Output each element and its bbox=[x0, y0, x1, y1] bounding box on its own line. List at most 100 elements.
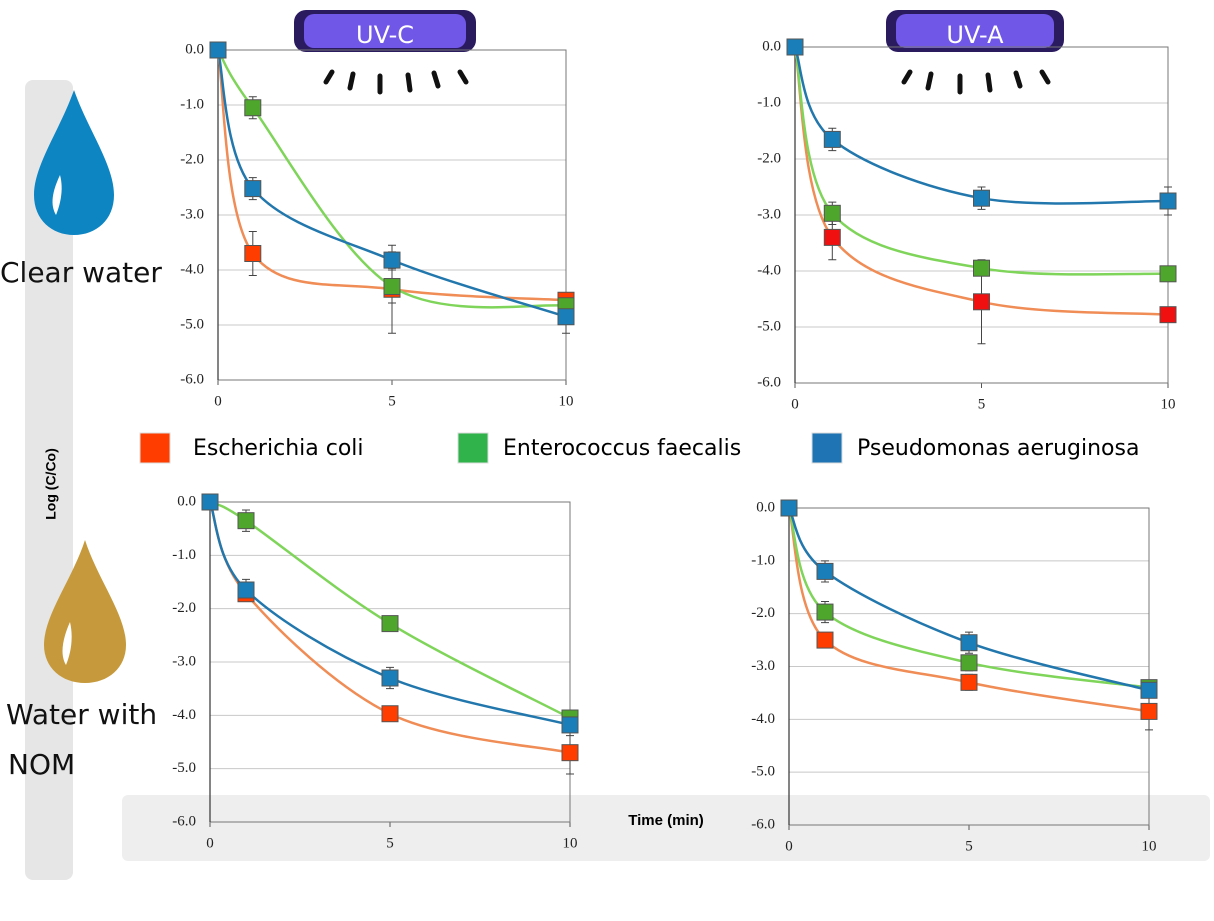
data-point bbox=[1159, 306, 1177, 324]
data-point bbox=[1140, 702, 1158, 720]
drop-highlight bbox=[62, 622, 72, 665]
x-axis-label: Time (min) bbox=[628, 812, 704, 829]
charts: 0.0 -1.0 -2.0 -3.0 -4.0 -5.0 -6.0 0 5 10 0.0 -1.0 -2… bbox=[172, 38, 1177, 854]
data-point bbox=[973, 259, 990, 277]
x-tick-label: 0 bbox=[206, 835, 214, 851]
x-tick-label: 0 bbox=[785, 838, 793, 854]
y-tick-label: -1.0 bbox=[172, 547, 196, 563]
y-tick-label: -3.0 bbox=[172, 653, 196, 669]
drop-highlight bbox=[52, 175, 62, 215]
data-point bbox=[561, 744, 579, 762]
data-point bbox=[1159, 265, 1177, 283]
data-point bbox=[823, 130, 841, 148]
data-point bbox=[1159, 192, 1177, 210]
y-axis-label: Log (C/Co) bbox=[43, 448, 59, 520]
y-tick-label: -5.0 bbox=[172, 760, 196, 776]
y-tick-label: -2.0 bbox=[757, 150, 781, 166]
legend-label: Enterococcus faecalis bbox=[503, 436, 741, 461]
series-line bbox=[787, 507, 1150, 692]
uv-lamp bbox=[886, 10, 1064, 95]
y-tick-label: 0.0 bbox=[185, 41, 204, 57]
legend-label: Pseudomonas aeruginosa bbox=[857, 436, 1139, 461]
data-point bbox=[816, 603, 834, 621]
data-point bbox=[209, 41, 227, 59]
data-point bbox=[383, 278, 401, 295]
data-point bbox=[960, 673, 978, 691]
y-tick-label: -3.0 bbox=[180, 206, 204, 222]
y-tick-label: 0.0 bbox=[177, 493, 196, 509]
x-tick-label: 10 bbox=[1161, 396, 1176, 412]
data-point bbox=[383, 251, 401, 269]
uv-label: UV-C bbox=[356, 21, 414, 49]
y-tick-label: -3.0 bbox=[757, 206, 781, 222]
x-tick-label: 5 bbox=[388, 393, 396, 409]
series-line bbox=[216, 49, 567, 318]
y-tick-label: -4.0 bbox=[757, 262, 781, 278]
series-line bbox=[216, 49, 567, 302]
y-tick-label: 0.0 bbox=[762, 38, 781, 54]
legend-swatch bbox=[139, 432, 171, 464]
legend-swatch bbox=[457, 432, 489, 464]
y-tick-label: -1.0 bbox=[180, 96, 204, 112]
data-point bbox=[960, 634, 978, 652]
series-line bbox=[793, 46, 1169, 316]
water-label: Water with bbox=[6, 698, 157, 731]
data-point bbox=[381, 615, 399, 633]
legend-swatch bbox=[811, 432, 843, 464]
uv-label: UV-A bbox=[946, 21, 1004, 49]
y-tick-label: -2.0 bbox=[180, 151, 204, 167]
bottom-panel bbox=[122, 795, 1210, 861]
x-tick-label: 5 bbox=[978, 396, 986, 412]
data-point bbox=[237, 581, 255, 599]
y-tick-label: -2.0 bbox=[172, 600, 196, 616]
water-label: NOM bbox=[8, 748, 75, 781]
series-line bbox=[787, 507, 1150, 689]
y-tick-label: -5.0 bbox=[180, 316, 204, 332]
data-point bbox=[816, 562, 834, 580]
y-tick-label: 0.0 bbox=[756, 499, 775, 515]
data-point bbox=[244, 180, 262, 198]
y-tick-label: -1.0 bbox=[757, 94, 781, 110]
series-line bbox=[209, 500, 571, 720]
data-point bbox=[381, 705, 399, 723]
y-tick-label: -1.0 bbox=[751, 552, 775, 568]
y-tick-label: -4.0 bbox=[751, 711, 775, 727]
uv-lamp bbox=[294, 10, 476, 95]
data-point bbox=[823, 204, 841, 222]
overlay: Escherichia coli Enterococcus faecalis Pse… bbox=[0, 256, 1139, 781]
y-tick-label: -6.0 bbox=[751, 816, 775, 832]
data-point bbox=[561, 716, 579, 734]
data-point bbox=[381, 669, 399, 687]
data-point bbox=[823, 228, 841, 246]
x-tick-label: 5 bbox=[386, 835, 394, 851]
legend-label: Escherichia coli bbox=[193, 436, 364, 461]
y-tick-label: -4.0 bbox=[180, 261, 204, 277]
x-tick-label: 0 bbox=[214, 393, 222, 409]
water-label: Clear water bbox=[0, 256, 162, 289]
y-tick-label: -3.0 bbox=[751, 658, 775, 674]
data-point bbox=[960, 654, 978, 672]
x-tick-label: 10 bbox=[1142, 838, 1157, 854]
data-point bbox=[973, 293, 990, 311]
data-point bbox=[786, 38, 804, 56]
x-tick-label: 0 bbox=[791, 396, 799, 412]
y-tick-label: -2.0 bbox=[751, 605, 775, 621]
x-tick-label: 5 bbox=[965, 838, 973, 854]
data-point bbox=[557, 308, 575, 326]
series-line bbox=[793, 46, 1169, 276]
y-tick-label: -4.0 bbox=[172, 707, 196, 723]
data-point bbox=[244, 99, 262, 117]
y-tick-label: -5.0 bbox=[757, 318, 781, 334]
y-tick-label: -6.0 bbox=[172, 813, 196, 829]
series-line bbox=[208, 501, 571, 727]
series-line bbox=[793, 46, 1169, 205]
data-point bbox=[1140, 681, 1158, 699]
data-point bbox=[973, 189, 990, 207]
data-point bbox=[244, 245, 262, 262]
y-tick-label: -6.0 bbox=[757, 374, 781, 390]
y-tick-label: -6.0 bbox=[180, 371, 204, 387]
series-line bbox=[787, 507, 1150, 713]
data-point bbox=[816, 631, 834, 649]
